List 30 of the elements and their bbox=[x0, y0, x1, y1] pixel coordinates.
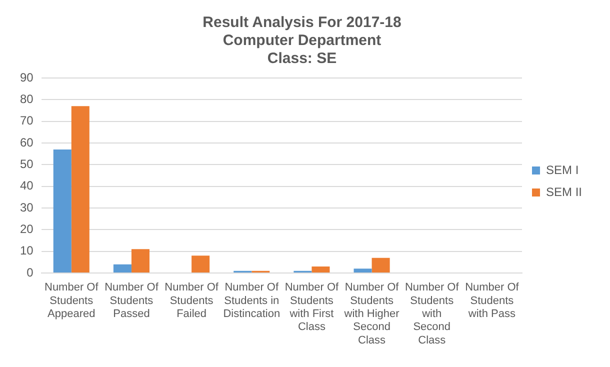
bar bbox=[53, 150, 72, 272]
x-tick-label: Number Of Students Failed bbox=[164, 282, 220, 320]
x-tick-label: Number Of Students Appeared bbox=[44, 282, 100, 320]
x-tick-label: Number Of Students with Higher Second Class bbox=[343, 282, 400, 346]
bar bbox=[354, 268, 372, 272]
bar bbox=[312, 266, 330, 272]
y-tick-label: 70 bbox=[20, 114, 34, 128]
bar bbox=[192, 256, 210, 272]
x-tick-label: Number Of Students with Second Class bbox=[404, 282, 460, 346]
chart-title: Result Analysis For 2017-18 bbox=[202, 14, 402, 32]
chart-subtitle: Computer Department Class: SE bbox=[222, 32, 382, 68]
bar bbox=[131, 249, 150, 272]
y-tick-label: 60 bbox=[20, 135, 34, 150]
bar bbox=[372, 258, 390, 272]
y-tick-label: 40 bbox=[20, 178, 34, 193]
legend-label: SEM II bbox=[546, 184, 582, 199]
y-tick-label: 80 bbox=[20, 92, 34, 106]
y-tick-label: 30 bbox=[20, 200, 34, 214]
y-tick-label: 20 bbox=[20, 222, 34, 236]
y-tick-label: 90 bbox=[20, 70, 34, 84]
x-tick-label: Number Of Students with Pass bbox=[465, 282, 520, 320]
bar bbox=[113, 264, 132, 272]
y-tick-label: 10 bbox=[20, 244, 34, 258]
x-tick-label: Number Of Students with First Class bbox=[284, 282, 340, 334]
y-tick-label: 0 bbox=[26, 265, 34, 280]
bar bbox=[71, 106, 90, 272]
x-tick-label: Number Of Students in Distincation bbox=[223, 282, 280, 320]
x-tick-label: Number Of Students Passed bbox=[104, 282, 160, 320]
legend-label: SEM I bbox=[546, 162, 579, 177]
y-tick-label: 50 bbox=[20, 156, 34, 171]
